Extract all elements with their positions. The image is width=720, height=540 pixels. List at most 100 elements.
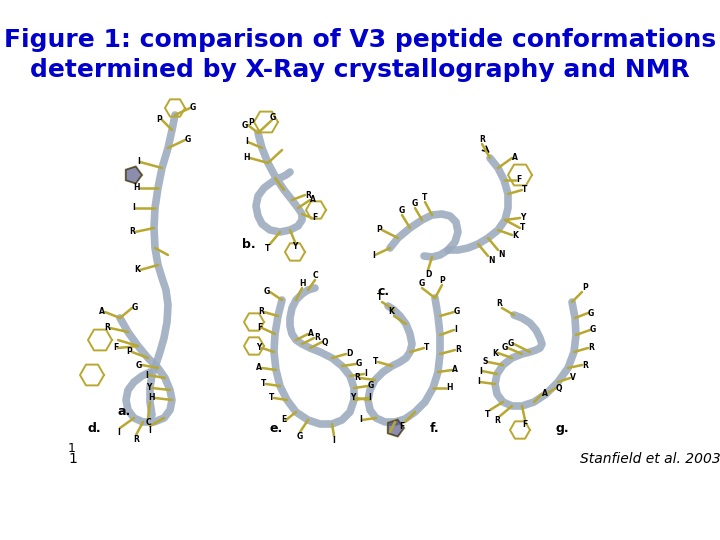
Text: E: E <box>281 415 286 424</box>
Text: R: R <box>305 191 311 199</box>
Text: R: R <box>314 334 320 342</box>
Text: K: K <box>492 348 498 357</box>
Text: I: I <box>368 394 371 402</box>
Text: G: G <box>185 136 192 145</box>
Text: P: P <box>248 118 253 127</box>
Text: G: G <box>399 206 405 215</box>
Text: F: F <box>516 176 521 185</box>
Text: G: G <box>264 287 270 296</box>
Text: I: I <box>454 326 457 334</box>
Text: G: G <box>270 113 276 122</box>
Text: G: G <box>356 360 362 368</box>
Text: Figure 1: comparison of V3 peptide conformations
determined by X-Ray crystallogr: Figure 1: comparison of V3 peptide confo… <box>4 28 716 82</box>
Text: S: S <box>482 357 488 367</box>
Polygon shape <box>387 420 404 436</box>
Text: H: H <box>148 394 155 402</box>
Text: c.: c. <box>378 285 390 298</box>
Text: G: G <box>454 307 460 316</box>
Text: T: T <box>373 357 378 367</box>
Text: H: H <box>446 383 452 393</box>
Text: R: R <box>494 416 500 425</box>
Text: G: G <box>502 343 508 353</box>
Text: F: F <box>257 323 262 333</box>
Text: F: F <box>400 422 405 431</box>
Text: I: I <box>372 251 375 260</box>
Text: Y: Y <box>292 242 297 251</box>
Text: T: T <box>424 343 429 353</box>
Text: Y: Y <box>256 343 262 353</box>
Text: G: G <box>590 326 596 334</box>
Text: R: R <box>496 299 502 308</box>
Text: R: R <box>258 307 264 316</box>
Text: K: K <box>512 231 518 240</box>
Text: C: C <box>312 271 318 280</box>
Text: V: V <box>570 374 576 382</box>
Text: N: N <box>488 256 495 265</box>
Text: I: I <box>359 415 362 424</box>
Text: R: R <box>582 361 588 369</box>
Text: G: G <box>242 120 248 130</box>
Text: T: T <box>377 293 382 302</box>
Text: T: T <box>520 224 526 233</box>
Text: G: G <box>132 303 138 313</box>
Text: P: P <box>439 276 445 285</box>
Text: G: G <box>297 432 303 441</box>
Text: R: R <box>129 227 135 237</box>
Text: 1: 1 <box>68 452 77 466</box>
Text: T: T <box>265 244 270 253</box>
Text: g.: g. <box>555 422 569 435</box>
Text: I: I <box>137 158 140 166</box>
Text: N: N <box>498 250 505 259</box>
Text: I: I <box>333 436 336 445</box>
Text: A: A <box>542 389 548 399</box>
Text: P: P <box>377 226 382 234</box>
Text: I: I <box>132 204 135 213</box>
Text: I: I <box>477 377 480 387</box>
Text: D: D <box>346 349 352 359</box>
Text: Y: Y <box>520 213 526 222</box>
Text: T: T <box>423 193 428 202</box>
Text: G: G <box>588 308 594 318</box>
Text: f.: f. <box>430 422 440 435</box>
Text: G: G <box>190 104 197 112</box>
Text: K: K <box>388 307 394 316</box>
Text: e.: e. <box>270 422 283 435</box>
Text: G: G <box>368 381 374 390</box>
Text: F: F <box>312 213 318 222</box>
Text: K: K <box>134 266 140 274</box>
Text: Q: Q <box>322 338 328 347</box>
Text: T: T <box>261 380 266 388</box>
Text: C: C <box>145 418 150 427</box>
Text: H: H <box>299 279 305 288</box>
Text: Y: Y <box>351 394 356 402</box>
Text: A: A <box>308 329 314 339</box>
Text: H: H <box>133 184 140 192</box>
Text: F: F <box>523 420 528 429</box>
Text: P: P <box>582 283 588 292</box>
Text: I: I <box>364 369 367 379</box>
Text: Q: Q <box>556 383 562 393</box>
Text: G: G <box>508 340 514 348</box>
Text: b.: b. <box>242 238 256 251</box>
Text: I: I <box>245 138 248 146</box>
Text: A: A <box>256 363 262 373</box>
Text: F: F <box>113 343 118 353</box>
Text: R: R <box>133 435 139 444</box>
Text: G: G <box>412 199 418 208</box>
Text: d.: d. <box>88 422 102 435</box>
Text: A: A <box>512 153 518 163</box>
Text: T: T <box>485 410 490 419</box>
Text: A: A <box>310 195 316 205</box>
Text: H: H <box>243 153 250 163</box>
Text: Y: Y <box>147 383 152 393</box>
Text: R: R <box>479 135 485 144</box>
Text: G: G <box>419 279 425 288</box>
Text: P: P <box>156 116 162 125</box>
Text: a.: a. <box>118 405 131 418</box>
Text: T: T <box>522 186 527 194</box>
Text: I: I <box>145 370 148 380</box>
Text: Stanfield et al. 2003.: Stanfield et al. 2003. <box>580 452 720 466</box>
Text: A: A <box>99 307 105 316</box>
Text: A: A <box>452 366 458 375</box>
Text: T: T <box>269 394 274 402</box>
